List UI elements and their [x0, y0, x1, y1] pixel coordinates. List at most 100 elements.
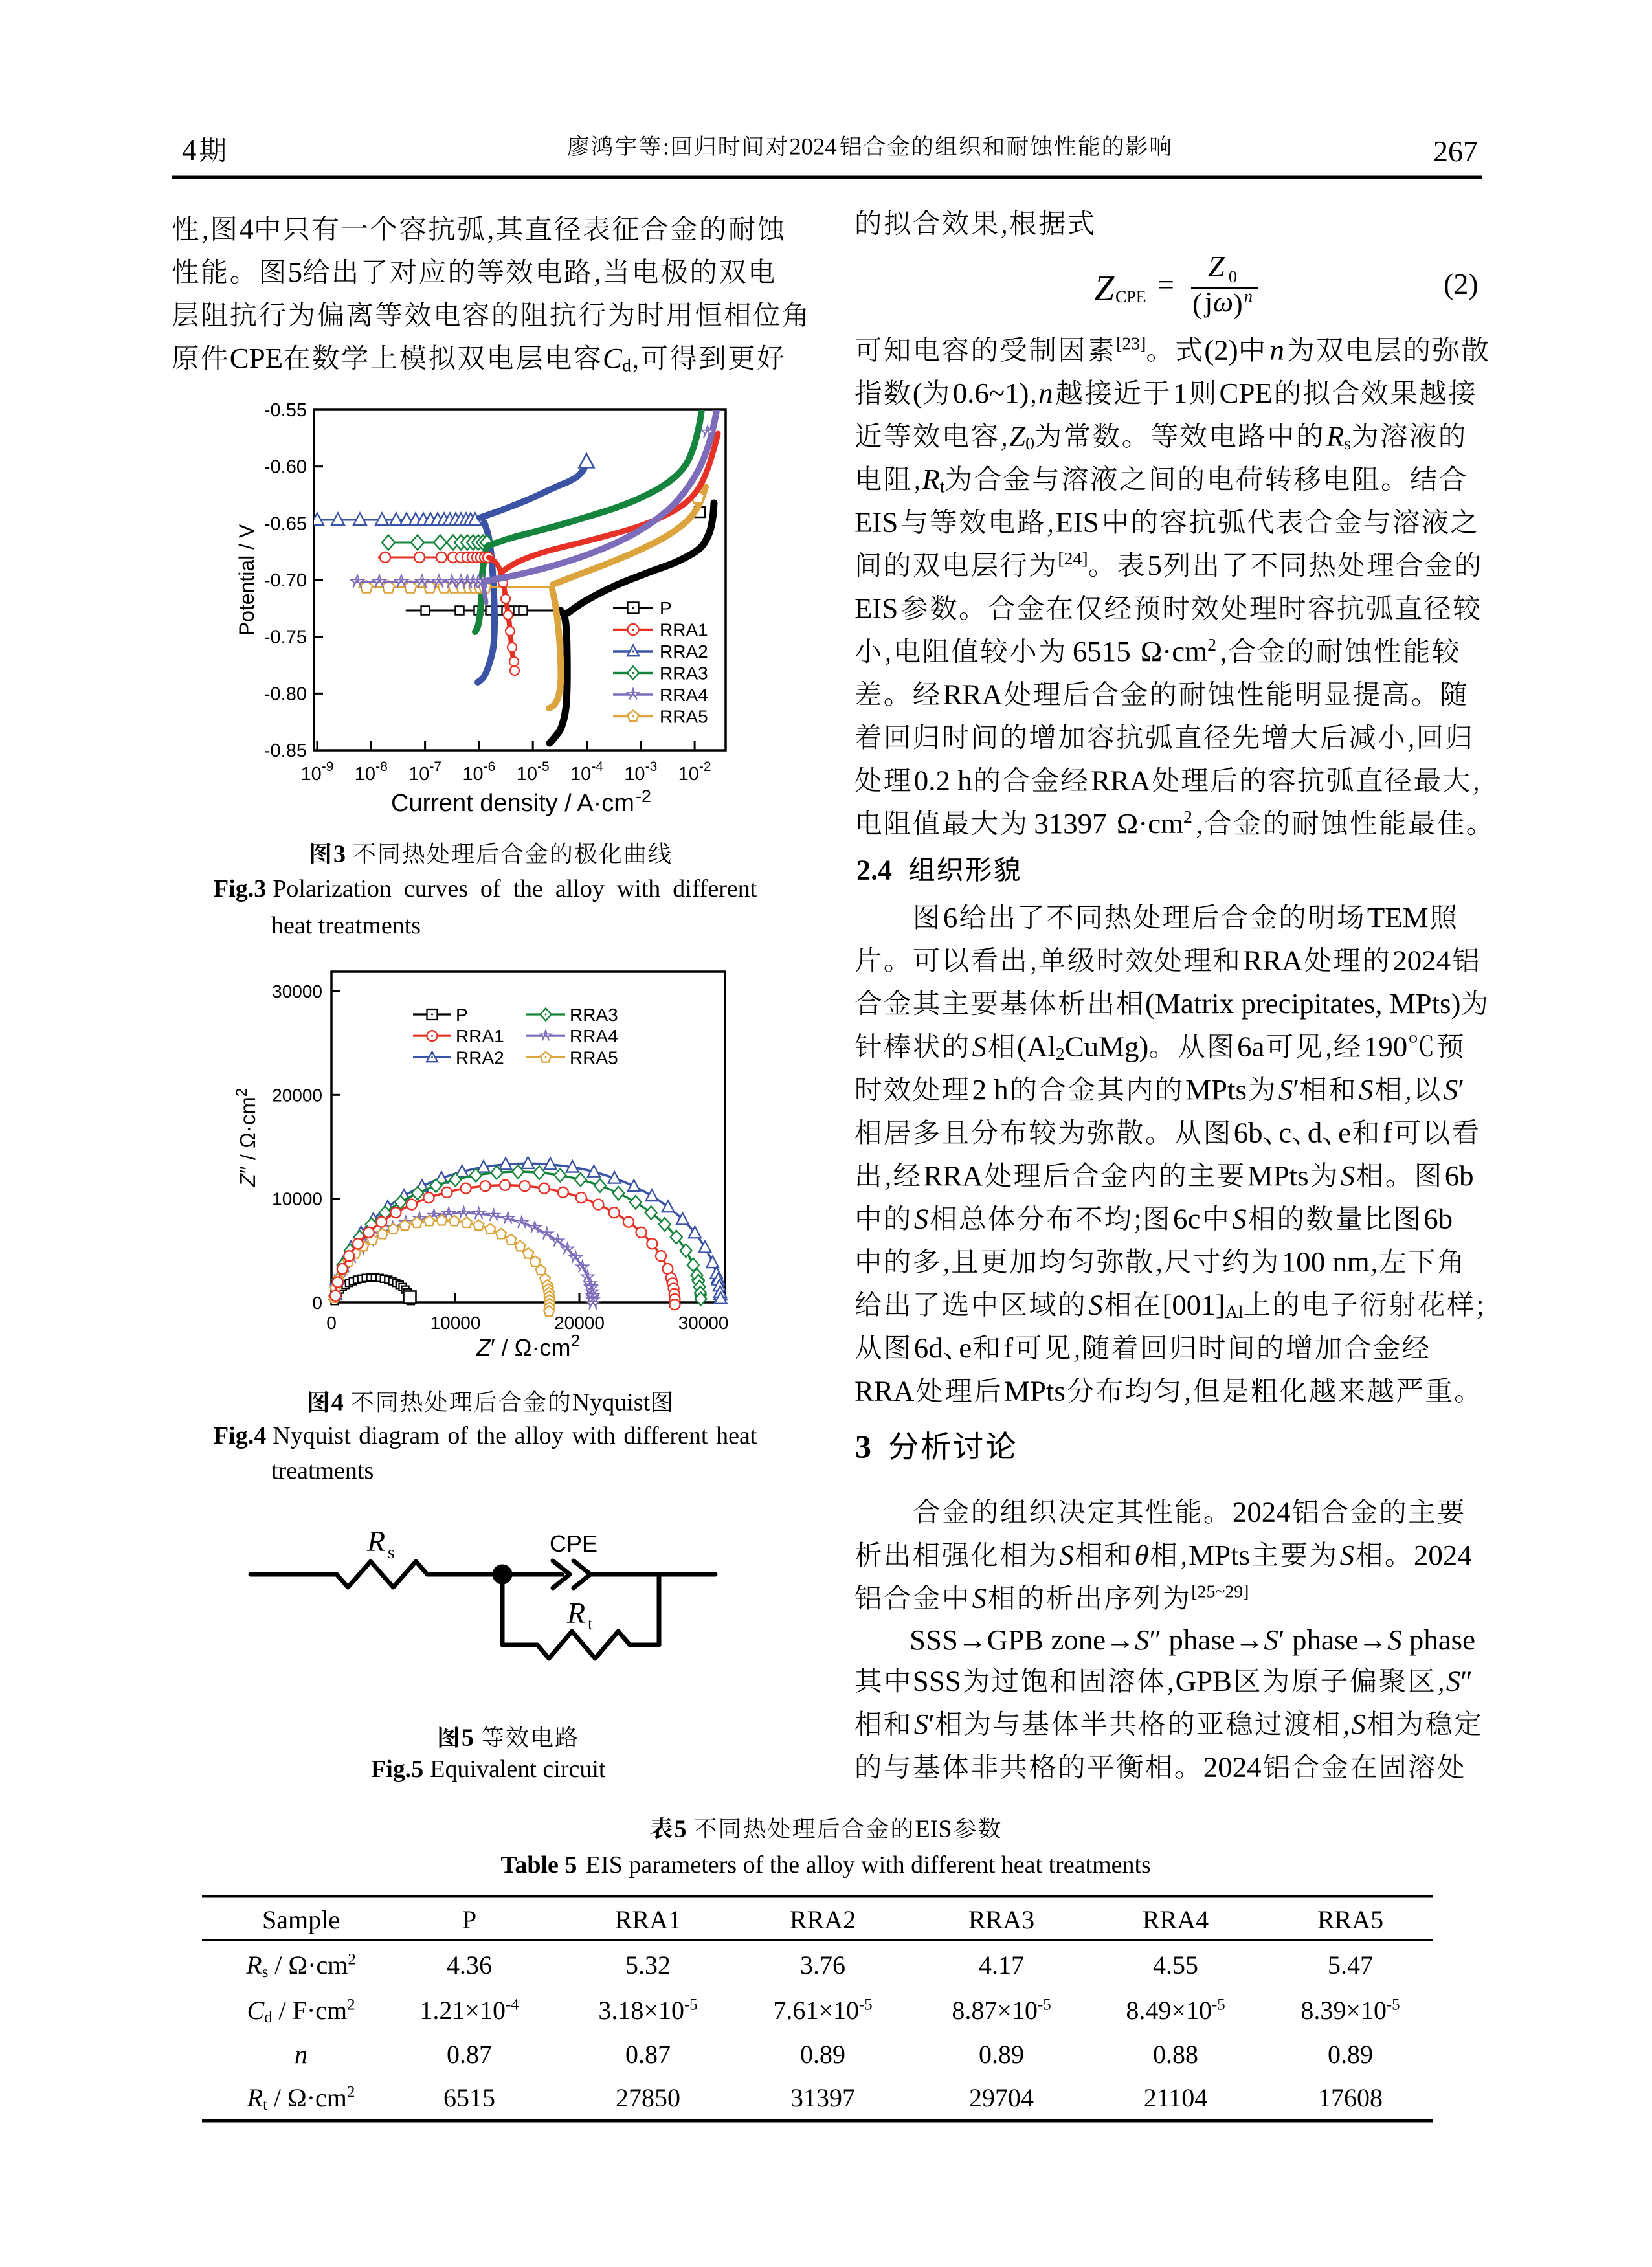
svg-text:2024: 2024: [1414, 1539, 1472, 1571]
svg-text:-2: -2: [636, 787, 651, 806]
svg-text:f: f: [1383, 1117, 1392, 1149]
svg-text:MPts: MPts: [1247, 1159, 1309, 1192]
svg-text:Z: Z: [1094, 269, 1115, 309]
svg-text:S: S: [1135, 1624, 1149, 1656]
svg-text:20000: 20000: [272, 1085, 322, 1105]
svg-text:RRA5: RRA5: [570, 1047, 618, 1067]
svg-text:RRA5: RRA5: [1317, 1905, 1383, 1934]
svg-text:S: S: [1341, 1159, 1355, 1192]
svg-text:t: t: [588, 1614, 593, 1633]
svg-text:Potential / V: Potential / V: [235, 524, 258, 636]
svg-text:S: S: [1264, 1624, 1278, 1656]
svg-text:0.89: 0.89: [979, 2040, 1024, 2069]
svg-text:267: 267: [1433, 135, 1478, 168]
svg-text:e: e: [959, 1332, 972, 1364]
svg-text:4.55: 4.55: [1153, 1950, 1198, 1980]
svg-text:RRA4: RRA4: [1143, 1905, 1209, 1934]
svg-text:Ω·cm: Ω·cm: [1141, 635, 1207, 667]
svg-text:5: 5: [462, 1725, 474, 1752]
svg-text:SSS→GPB zone→: SSS→GPB zone→: [910, 1624, 1135, 1656]
svg-text:5: 5: [675, 1816, 687, 1843]
svg-text:/ Ω·cm: / Ω·cm: [268, 1950, 348, 1980]
svg-text:0: 0: [312, 1293, 322, 1313]
svg-text:2: 2: [1207, 635, 1216, 655]
svg-text:0.87: 0.87: [447, 2040, 492, 2069]
svg-text:RRA2: RRA2: [790, 1905, 856, 1934]
svg-text:21104: 21104: [1144, 2083, 1208, 2112]
svg-text:RRA5: RRA5: [660, 707, 708, 727]
svg-text:30000: 30000: [272, 981, 322, 1001]
svg-text:ω: ω: [1213, 286, 1233, 318]
svg-text:8.87×10: 8.87×10: [952, 1996, 1038, 2025]
svg-text:-6: -6: [484, 759, 496, 774]
svg-text:2024: 2024: [1203, 1751, 1262, 1783]
svg-text:0.89: 0.89: [1328, 2040, 1373, 2069]
svg-text:Fig.5: Fig.5: [371, 1756, 423, 1783]
svg-text:CPE: CPE: [1220, 377, 1273, 409]
svg-text:t: t: [263, 2096, 267, 2114]
svg-text:RRA4: RRA4: [570, 1026, 618, 1046]
svg-text:10: 10: [355, 764, 375, 785]
svg-text:0: 0: [1229, 267, 1237, 286]
svg-text:Equivalent circuit: Equivalent circuit: [430, 1756, 606, 1783]
svg-text:7.61×10: 7.61×10: [773, 1996, 859, 2025]
svg-text:31397: 31397: [1034, 807, 1113, 840]
svg-text:S: S: [1059, 1539, 1073, 1571]
svg-text:S: S: [914, 1708, 928, 1740]
svg-text:TEM: TEM: [1367, 901, 1429, 933]
svg-text:10: 10: [517, 764, 537, 785]
svg-text:10000: 10000: [430, 1313, 481, 1333]
svg-text:190: 190: [1364, 1031, 1407, 1063]
svg-text:2.4: 2.4: [856, 854, 892, 886]
svg-text:c: c: [1278, 1117, 1291, 1149]
svg-text:′: ′: [1293, 1073, 1299, 1106]
svg-text:[25~29]: [25~29]: [1191, 1581, 1249, 1602]
svg-text:heat treatments: heat treatments: [271, 912, 421, 939]
svg-text:2: 2: [347, 1996, 355, 2014]
svg-text:RRA: RRA: [943, 678, 1003, 711]
svg-text:[001]: [001]: [1162, 1289, 1225, 1321]
svg-text:S: S: [1359, 1073, 1373, 1106]
svg-text:treatments: treatments: [271, 1457, 374, 1484]
svg-text:RRA2: RRA2: [456, 1047, 504, 1067]
svg-text:0.89: 0.89: [800, 2040, 845, 2069]
svg-text:s: s: [388, 1543, 395, 1562]
svg-text:-5: -5: [1038, 1996, 1051, 2014]
svg-text:CPE: CPE: [550, 1530, 597, 1557]
svg-text:RRA: RRA: [1091, 765, 1151, 797]
svg-text:10: 10: [301, 764, 322, 785]
svg-text:-2: -2: [699, 759, 711, 774]
svg-text:4: 4: [331, 1389, 344, 1416]
svg-text:10000: 10000: [272, 1189, 322, 1209]
svg-text:-0.65: -0.65: [264, 513, 307, 534]
svg-text:29704: 29704: [969, 2083, 1034, 2112]
svg-text:RRA1: RRA1: [615, 1905, 681, 1934]
svg-text:S: S: [1444, 1073, 1458, 1106]
svg-text:GPB: GPB: [1176, 1665, 1232, 1697]
svg-text:″ / Ω·cm: ″ / Ω·cm: [236, 1097, 260, 1174]
svg-text:6c: 6c: [1173, 1203, 1200, 1235]
svg-text:Nyquist: Nyquist: [572, 1389, 651, 1416]
svg-text:-5: -5: [859, 1996, 873, 2014]
svg-text:3.76: 3.76: [800, 1950, 845, 1980]
svg-text:f: f: [1003, 1332, 1013, 1364]
svg-text:Polarization curves of the all: Polarization curves of the alloy with di…: [273, 875, 757, 902]
svg-text:6515: 6515: [443, 2083, 495, 2112]
svg-text:P: P: [462, 1905, 476, 1934]
svg-text:-7: -7: [429, 759, 441, 774]
svg-text:t: t: [940, 476, 945, 497]
svg-text:EIS: EIS: [854, 506, 898, 539]
svg-text:8.49×10: 8.49×10: [1126, 1996, 1212, 2025]
svg-text:-0.70: -0.70: [264, 570, 307, 591]
svg-text:5: 5: [288, 256, 302, 288]
svg-text:1.21×10: 1.21×10: [419, 1996, 506, 2025]
svg-text:-5: -5: [537, 759, 550, 774]
svg-text:′: ′: [928, 1708, 935, 1740]
svg-text:[23]: [23]: [1116, 333, 1146, 353]
svg-text:-8: -8: [375, 759, 388, 774]
svg-text:(2): (2): [1204, 334, 1238, 366]
svg-text:R: R: [921, 463, 939, 495]
svg-text:(: (: [1192, 288, 1202, 320]
svg-text:-3: -3: [645, 759, 658, 774]
svg-text:27850: 27850: [616, 2083, 680, 2112]
